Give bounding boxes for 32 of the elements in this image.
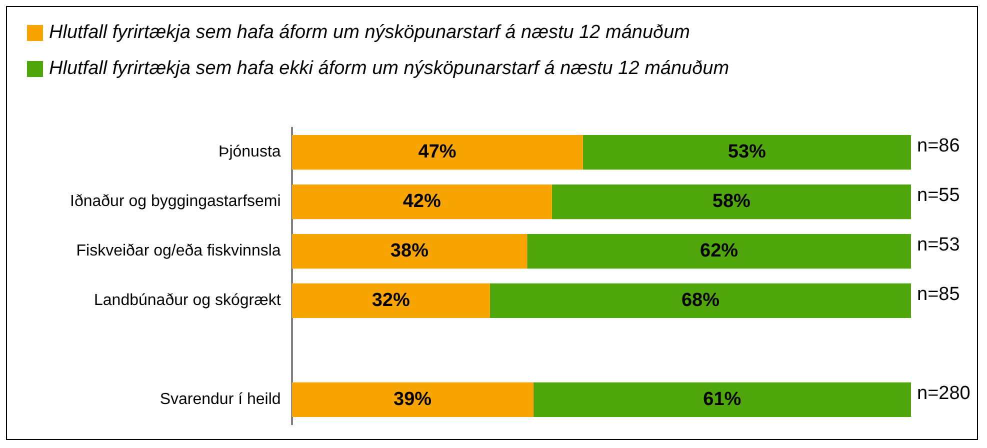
y-tick-label: Svarendur í heild (160, 391, 281, 408)
bar (292, 234, 528, 269)
data-label: 62% (700, 240, 738, 262)
bar (527, 234, 911, 269)
bar (292, 382, 534, 417)
data-label: 61% (703, 388, 742, 410)
data-label: 47% (418, 142, 456, 163)
bar (582, 135, 911, 170)
text: n=53 (917, 234, 960, 256)
bar (292, 135, 583, 170)
bar (292, 184, 552, 220)
data-label: 58% (712, 191, 751, 212)
y-tick-label: Fiskveiðar og/eða fiskvinnsla (76, 242, 281, 260)
bar (533, 382, 911, 417)
data-label: 42% (402, 191, 441, 212)
y-tick-label: Landbúnaður og skógrækt (94, 292, 282, 310)
legend-label: Hlutfall fyrirtækja sem hafa ekki áform um nýsköpunarstarf á næstu 12 mánuðum (49, 58, 730, 80)
y-tick-label: Þjónusta (218, 144, 281, 161)
data-label: 68% (681, 290, 720, 311)
data-label: 38% (390, 240, 429, 262)
text: n=85 (917, 284, 960, 305)
data-label: 39% (394, 388, 432, 410)
bar (490, 283, 911, 318)
text: n=86 (917, 136, 960, 157)
bar (292, 283, 490, 318)
data-label: 53% (728, 142, 766, 163)
legend-label: Hlutfall fyrirtækja sem hafa áform um nýsköpunarstarf á næstu 12 mánuðum (49, 22, 690, 44)
text: n=280 (917, 382, 970, 404)
text: n=55 (917, 185, 960, 206)
y-tick-label: Iðnaður og byggingastarfsemi (70, 193, 281, 210)
bar (552, 184, 911, 220)
data-label: 32% (372, 290, 410, 311)
